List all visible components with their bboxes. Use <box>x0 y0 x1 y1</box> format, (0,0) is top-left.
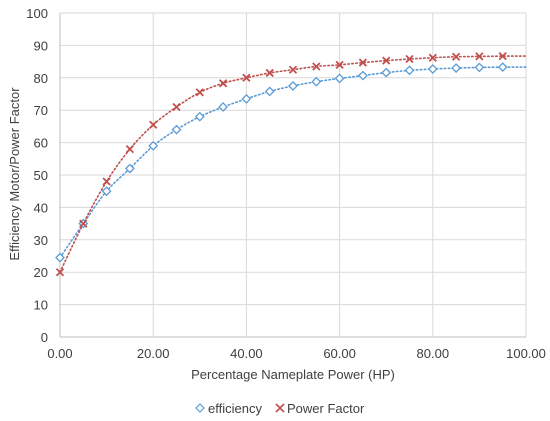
point-power-factor <box>265 68 274 78</box>
point-power-factor <box>55 268 65 277</box>
point-power-factor <box>125 144 135 154</box>
x-tick-label: 0.00 <box>47 346 72 361</box>
point-efficiency <box>171 124 182 135</box>
legend: efficiency Power Factor <box>195 401 365 416</box>
point-efficiency <box>55 252 65 263</box>
legend-item-power-factor: Power Factor <box>275 401 365 416</box>
point-efficiency <box>124 163 135 174</box>
legend-item-efficiency: efficiency <box>195 401 262 416</box>
data-points <box>55 51 508 277</box>
point-efficiency <box>218 102 229 112</box>
point-efficiency <box>451 63 462 73</box>
gridlines <box>59 12 527 338</box>
point-power-factor <box>382 56 391 65</box>
point-power-factor <box>242 73 251 82</box>
y-tick-label: 30 <box>34 233 48 248</box>
y-tick-label: 20 <box>34 265 48 280</box>
point-efficiency <box>241 93 252 104</box>
point-efficiency <box>474 62 485 73</box>
point-efficiency <box>311 76 322 87</box>
point-efficiency <box>357 70 368 81</box>
point-efficiency <box>101 186 112 197</box>
point-efficiency <box>497 62 508 73</box>
point-power-factor <box>428 53 437 62</box>
y-tick-label: 50 <box>34 168 48 183</box>
point-power-factor <box>405 54 414 64</box>
point-power-factor <box>102 177 111 186</box>
point-power-factor <box>149 120 158 129</box>
x-tick-label: 60.00 <box>323 346 356 361</box>
point-efficiency <box>264 86 275 97</box>
y-axis-title: Efficiency Motor/Power Factor <box>7 87 22 261</box>
y-tick-label: 40 <box>34 200 48 215</box>
legend-label-power-factor: Power Factor <box>287 401 365 416</box>
y-tick-label: 80 <box>34 71 48 86</box>
y-tick-label: 10 <box>34 298 48 313</box>
point-power-factor <box>288 65 298 74</box>
axes <box>59 13 526 338</box>
point-power-factor <box>312 62 321 71</box>
point-efficiency <box>148 140 159 151</box>
point-power-factor <box>79 219 88 228</box>
point-efficiency <box>288 80 298 91</box>
legend-marker-efficiency <box>195 403 205 413</box>
point-power-factor <box>451 52 461 61</box>
trendline-efficiency <box>59 66 527 259</box>
x-tick-label: 40.00 <box>230 346 263 361</box>
x-tick-label: 80.00 <box>417 346 450 361</box>
point-efficiency <box>427 64 438 74</box>
legend-marker-power-factor <box>275 403 285 413</box>
y-tick-label: 60 <box>34 136 48 151</box>
legend-label-efficiency: efficiency <box>208 401 262 416</box>
y-tick-label: 100 <box>26 6 48 21</box>
x-axis-title: Percentage Nameplate Power (HP) <box>191 367 395 382</box>
point-power-factor <box>358 58 368 67</box>
point-power-factor <box>498 51 507 61</box>
point-power-factor <box>218 79 228 88</box>
point-efficiency <box>404 65 415 76</box>
y-tick-label: 0 <box>41 330 48 345</box>
point-power-factor <box>195 88 204 97</box>
point-efficiency <box>334 73 345 84</box>
x-tick-label: 20.00 <box>137 346 170 361</box>
point-power-factor <box>335 60 344 69</box>
y-tick-label: 70 <box>34 103 48 118</box>
tick-labels: 0 10 20 30 40 50 60 70 80 90 100 0.00 20.00 40.00 60.0… <box>26 6 546 361</box>
point-power-factor <box>172 102 181 112</box>
point-power-factor <box>475 52 484 61</box>
point-efficiency <box>381 67 392 78</box>
point-efficiency <box>194 111 205 122</box>
y-tick-label: 90 <box>34 38 48 53</box>
x-tick-label: 100.00 <box>506 346 546 361</box>
